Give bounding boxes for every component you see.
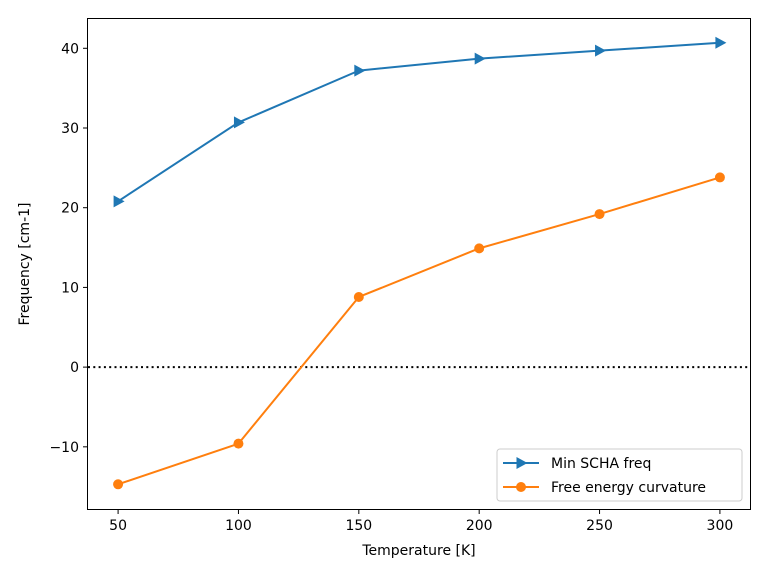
x-tick-label: 300 bbox=[707, 518, 734, 534]
x-axis-label: Temperature [K] bbox=[361, 543, 475, 559]
series-2-point bbox=[353, 291, 364, 302]
y-tick-label: 10 bbox=[61, 280, 79, 296]
series-1-line bbox=[117, 41, 720, 203]
x-tick-label: 100 bbox=[225, 518, 252, 534]
y-tick-label: 20 bbox=[61, 201, 79, 217]
x-tick-label: 200 bbox=[466, 518, 493, 534]
axes-frame bbox=[87, 18, 751, 510]
series-2-point bbox=[233, 438, 244, 449]
legend-frame bbox=[496, 448, 743, 502]
series-2-point bbox=[113, 479, 124, 490]
series-1-point bbox=[474, 52, 486, 65]
y-tick-label: 40 bbox=[61, 41, 79, 57]
y-axis-label: Frequency [cm-1] bbox=[17, 203, 33, 326]
x-axis-ticks: 50 100 150 200 250 300 bbox=[109, 509, 733, 534]
series-2-point bbox=[594, 209, 605, 220]
x-tick-label: 150 bbox=[345, 518, 372, 534]
legend: Min SCHA freq Free energy curvature bbox=[496, 448, 743, 502]
y-axis-ticks: −10 0 10 20 30 40 bbox=[49, 41, 88, 456]
legend-label-series-2: Free energy curvature bbox=[551, 480, 706, 496]
legend-items: Min SCHA freq Free energy curvature bbox=[503, 456, 706, 496]
series-1-point bbox=[715, 36, 727, 49]
plot-content bbox=[88, 36, 750, 490]
legend-marker-series-1 bbox=[516, 457, 528, 469]
series-1-point bbox=[595, 44, 607, 57]
series-2-point bbox=[714, 172, 725, 183]
y-tick-label: 30 bbox=[61, 121, 79, 137]
series-2-point bbox=[474, 243, 485, 254]
legend-label-series-1: Min SCHA freq bbox=[551, 456, 651, 472]
series-1-point bbox=[113, 195, 125, 208]
series-1-point bbox=[354, 64, 366, 77]
series-1-point bbox=[233, 116, 245, 129]
y-tick-label: −10 bbox=[49, 440, 79, 456]
x-tick-label: 250 bbox=[586, 518, 613, 534]
series-2-line bbox=[117, 176, 721, 486]
x-tick-label: 50 bbox=[109, 518, 127, 534]
y-tick-label: 0 bbox=[70, 360, 79, 376]
legend-marker-series-2 bbox=[516, 482, 526, 492]
